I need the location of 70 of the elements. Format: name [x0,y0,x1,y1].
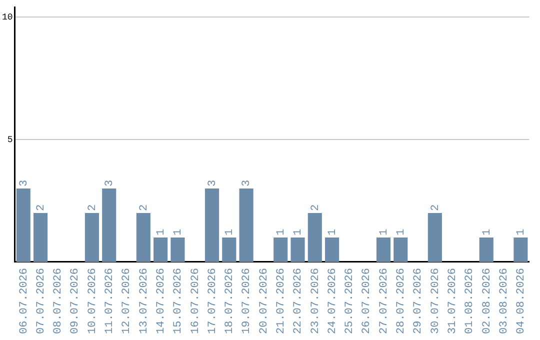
data-label: 2 [430,204,442,212]
x-tick-label: 07.07.2026 [35,268,48,334]
x-tick-label: 18.07.2026 [224,268,236,334]
x-tick-label: 01.08.2026 [464,268,476,334]
bar [394,238,408,262]
bar [16,188,30,262]
bar [290,238,305,262]
bar [170,238,185,262]
x-tick-label: 11.07.2026 [104,268,116,334]
data-label: 3 [241,180,254,187]
bar [222,238,236,262]
x-tick-label: 31.07.2026 [446,268,459,334]
x-tick-label: 27.07.2026 [378,268,390,334]
data-label: 1 [224,228,236,236]
data-label: 1 [326,228,339,236]
x-tick-label: 09.07.2026 [70,268,82,334]
x-tick-label: 16.07.2026 [190,268,202,334]
data-label: 2 [138,204,150,212]
x-tick-label: 15.07.2026 [172,268,185,334]
x-tick-label: 03.08.2026 [498,268,510,334]
x-tick-label: 21.07.2026 [276,268,288,334]
bar [33,213,48,262]
x-tick-label: 29.07.2026 [412,268,425,334]
x-tick-label: 20.07.2026 [258,268,270,334]
data-label: 1 [378,228,390,236]
bar [274,238,288,262]
bar [514,238,528,262]
y-tick-label: 5 [7,134,13,145]
bar [479,238,494,262]
data-label: 2 [35,204,48,212]
x-tick-label: 13.07.2026 [138,268,150,334]
data-label: 3 [18,180,30,187]
x-tick-label: 30.07.2026 [430,268,442,334]
data-label: 1 [481,228,494,236]
bar [308,213,322,262]
x-tick-label: 28.07.2026 [396,268,408,334]
data-label: 1 [396,228,408,236]
x-tick-label: 04.08.2026 [516,268,528,334]
x-tick-label: 22.07.2026 [292,268,305,334]
x-tick-label: 17.07.2026 [206,268,219,334]
bar [239,188,254,262]
x-tick-label: 26.07.2026 [361,268,374,334]
bar [428,213,442,262]
data-label: 3 [104,180,116,187]
x-tick-label: 02.08.2026 [481,268,494,334]
x-tick-label: 12.07.2026 [121,268,134,334]
bar [136,213,150,262]
data-label: 1 [516,228,528,236]
x-tick-label: 10.07.2026 [86,268,99,334]
bar [154,238,168,262]
bar [84,213,99,262]
x-tick-label: 08.07.2026 [52,268,65,334]
bar [204,188,220,262]
data-label: 1 [276,228,288,236]
bar [376,238,391,262]
data-label: 2 [310,204,322,212]
data-label: 1 [292,228,305,236]
x-tick-label: 19.07.2026 [241,268,254,334]
x-tick-label: 14.07.2026 [155,268,168,334]
bar [325,238,340,262]
x-tick-label: 24.07.2026 [326,268,339,334]
data-label: 3 [206,180,219,187]
x-tick-label: 25.07.2026 [344,268,356,334]
data-label: 2 [86,204,99,212]
bar [102,188,116,262]
data-label: 1 [155,228,168,236]
data-label: 1 [172,228,185,236]
x-tick-label: 23.07.2026 [310,268,322,334]
x-tick-label: 06.07.2026 [18,268,30,334]
y-tick-label: 10 [2,12,13,23]
